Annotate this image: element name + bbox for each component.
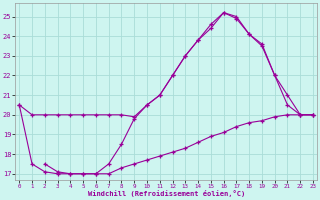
X-axis label: Windchill (Refroidissement éolien,°C): Windchill (Refroidissement éolien,°C): [88, 190, 245, 197]
